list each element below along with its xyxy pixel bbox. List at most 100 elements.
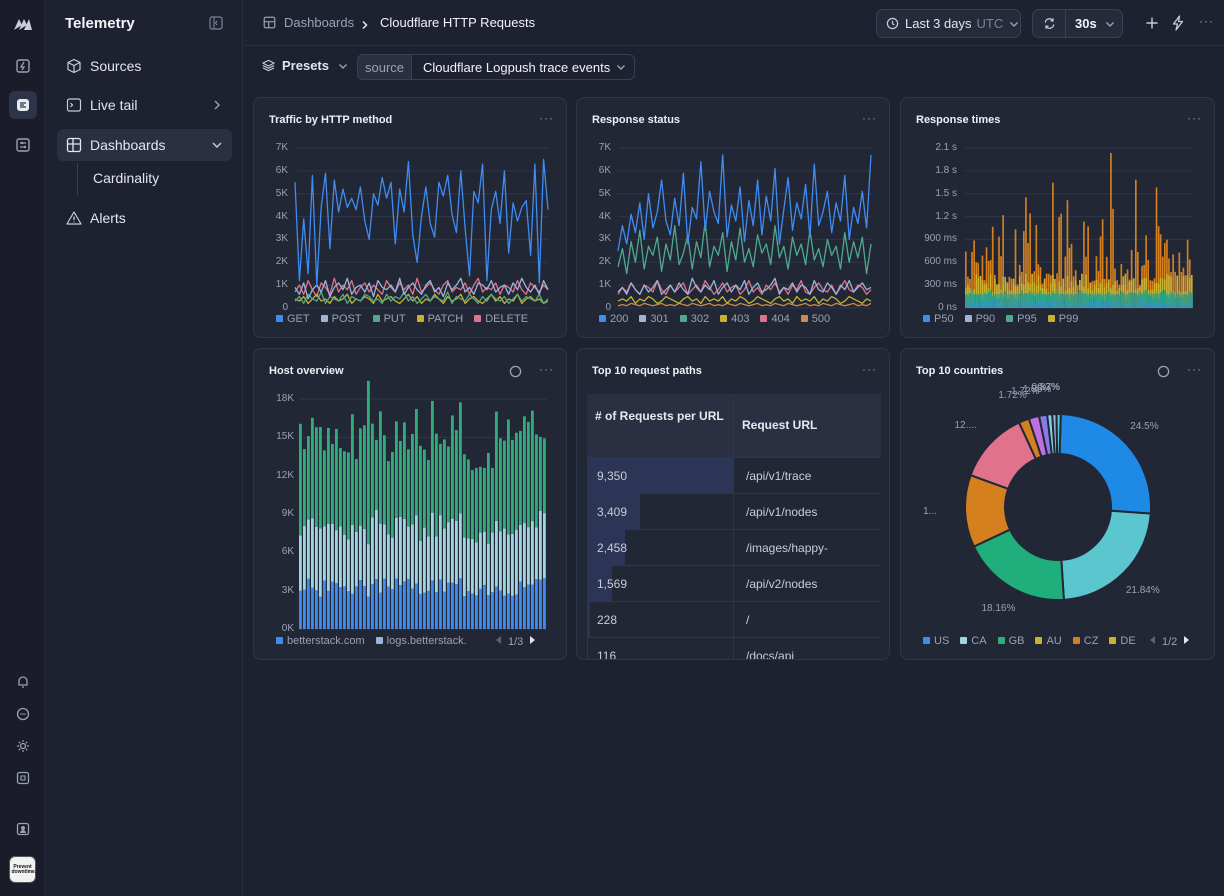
sidebar-item-sources[interactable]: Sources: [57, 50, 232, 82]
bar: [375, 439, 378, 510]
bar: [323, 450, 326, 527]
legend-label: betterstack.com: [287, 635, 365, 647]
prev-page-icon[interactable]: [1148, 635, 1156, 648]
legend-item[interactable]: 301: [639, 313, 669, 325]
bar: [331, 523, 334, 582]
logo-icon[interactable]: [9, 10, 37, 38]
legend-item[interactable]: PUT: [372, 313, 406, 325]
legend-swatch: [1047, 315, 1055, 322]
bar: [1025, 197, 1027, 308]
legend-label: AU: [1046, 635, 1062, 647]
command-icon[interactable]: [9, 764, 37, 792]
legend-item[interactable]: betterstack.com: [276, 635, 365, 647]
telemetry-icon[interactable]: [9, 91, 37, 119]
bar: [303, 449, 306, 526]
bell-icon[interactable]: [9, 668, 37, 696]
bar: [487, 543, 490, 596]
y-tick-label: 1K: [275, 279, 288, 291]
more-icon[interactable]: ···: [539, 111, 554, 125]
legend-item[interactable]: P95: [1006, 313, 1037, 325]
sidebar-item-alerts[interactable]: Alerts: [57, 202, 232, 234]
bar: [1052, 182, 1054, 308]
legend-item[interactable]: P50: [923, 313, 954, 325]
presets-dropdown[interactable]: Presets: [262, 58, 348, 73]
chat-icon[interactable]: [9, 700, 37, 728]
legend-item[interactable]: P99: [1047, 313, 1078, 325]
bar: [1124, 273, 1127, 308]
refresh-icon[interactable]: [1033, 10, 1066, 37]
bar: [335, 530, 338, 584]
column-header-url[interactable]: Request URL: [742, 418, 818, 432]
more-icon[interactable]: ···: [1199, 14, 1214, 28]
legend-swatch: [1035, 637, 1043, 644]
bar: [363, 425, 366, 529]
legend-item[interactable]: 200: [599, 313, 628, 325]
traffic-card: Traffic by HTTP method ··· 7K 6K 5K 4K 3K 2K 1…: [253, 97, 567, 338]
next-page-icon[interactable]: [529, 635, 537, 648]
bar: [998, 236, 1000, 308]
column-header-count[interactable]: # of Requests per URL: [587, 394, 734, 457]
table-row[interactable]: 116/docs/api: [587, 637, 881, 659]
bar: [1130, 250, 1133, 308]
prev-page-icon[interactable]: [494, 635, 502, 648]
legend-item[interactable]: logs.betterstack.: [375, 635, 467, 647]
more-icon[interactable]: ···: [862, 362, 877, 376]
bar: [475, 467, 478, 543]
clock-icon: [886, 17, 899, 30]
bar: [431, 400, 434, 513]
legend-item[interactable]: 403: [720, 313, 749, 325]
legend-item[interactable]: CZ: [1072, 635, 1099, 647]
bar: [443, 591, 446, 629]
bar: [1182, 276, 1185, 308]
legend-item[interactable]: CA: [960, 635, 987, 647]
collapse-sidebar-icon[interactable]: [209, 16, 223, 35]
legend-label: CZ: [1083, 635, 1099, 647]
table-row[interactable]: 1,569/api/v2/nodes: [587, 565, 881, 601]
sidebar-item-dashboards[interactable]: Dashboards: [57, 129, 232, 161]
legend-item[interactable]: GB: [997, 635, 1024, 647]
table-row[interactable]: 9,350/api/v1/trace: [587, 457, 881, 493]
more-icon[interactable]: ···: [1187, 362, 1202, 376]
settings-sliders-icon[interactable]: [9, 131, 37, 159]
uptime-icon[interactable]: [9, 52, 37, 80]
legend-item[interactable]: 500: [800, 313, 830, 325]
table-row[interactable]: 228 /: [587, 601, 881, 637]
sidebar-item-live-tail[interactable]: Live tail: [57, 89, 232, 121]
next-page-icon[interactable]: [1183, 635, 1191, 648]
bar: [1064, 256, 1067, 308]
bar: [395, 518, 398, 579]
legend-item[interactable]: DE: [1109, 635, 1136, 647]
table-row[interactable]: 3,409/api/v1/nodes: [587, 493, 881, 529]
legend-item[interactable]: P90: [964, 313, 995, 325]
legend-item[interactable]: 302: [679, 313, 709, 325]
user-settings-icon[interactable]: [9, 815, 37, 843]
more-icon[interactable]: ···: [539, 362, 554, 376]
bar: [539, 436, 542, 511]
top-countries-card: Top 10 countries ··· 24.5% 21.84% 18.16% 1.…: [900, 348, 1215, 660]
source-selector[interactable]: source Cloudflare Logpush trace events: [357, 54, 635, 80]
legend-item[interactable]: US: [923, 635, 949, 647]
source-key: source: [358, 55, 413, 79]
status-chart: [617, 147, 872, 309]
slice-other-10[interactable]: [1055, 413, 1062, 456]
legend-item[interactable]: AU: [1035, 635, 1062, 647]
sun-icon[interactable]: [9, 732, 37, 760]
legend-item[interactable]: POST: [320, 313, 362, 325]
sidebar-subitem-cardinality[interactable]: Cardinality: [93, 170, 160, 186]
bar: [355, 459, 358, 532]
legend-item[interactable]: 404: [760, 313, 790, 325]
time-range-picker[interactable]: Last 3 days UTC: [876, 9, 1021, 38]
bar: [347, 539, 350, 592]
breadcrumb-root[interactable]: Dashboards: [284, 15, 355, 30]
bar: [977, 278, 980, 308]
lightning-icon[interactable]: [1171, 15, 1185, 36]
legend-item[interactable]: DELETE: [474, 313, 528, 325]
legend-item[interactable]: PATCH: [416, 313, 463, 325]
more-icon[interactable]: ···: [1187, 111, 1202, 125]
plus-icon[interactable]: [1145, 16, 1159, 35]
refresh-control[interactable]: 30s: [1032, 9, 1123, 38]
table-row[interactable]: 2,458/images/happy-: [587, 529, 881, 565]
legend-item[interactable]: GET: [276, 313, 310, 325]
more-icon[interactable]: ···: [862, 111, 877, 125]
avatar[interactable]: Prevent downtime.: [9, 856, 36, 883]
